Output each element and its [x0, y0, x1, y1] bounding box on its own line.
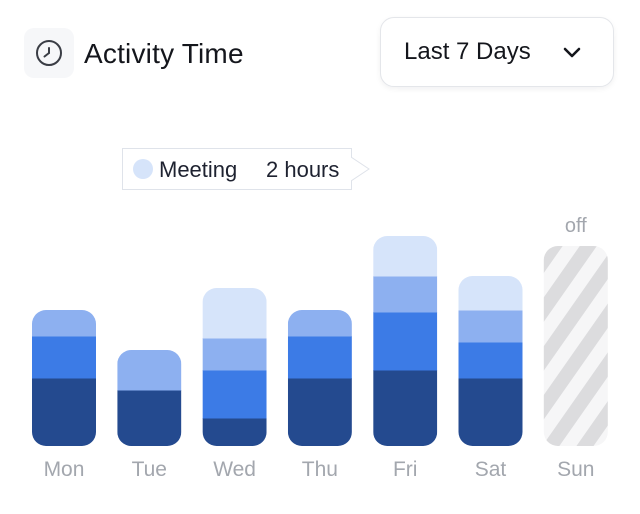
x-tick-label-sun: Sun: [557, 458, 594, 481]
bar-segment-sat-1[interactable]: [458, 378, 523, 447]
date-range-value: Last 7 Days: [404, 38, 531, 65]
bar-segment-wed-4[interactable]: [202, 288, 267, 339]
x-tick-label-tue: Tue: [132, 458, 167, 481]
bar-group-thu[interactable]: [287, 310, 352, 447]
page-title: Activity Time: [84, 38, 244, 69]
bar-group-sat[interactable]: [458, 276, 523, 447]
bar-segment-thu-2[interactable]: [287, 336, 352, 379]
x-tick-label-sat: Sat: [475, 458, 507, 481]
bar-segment-fri-2[interactable]: [373, 312, 438, 371]
clock-icon: [24, 28, 74, 78]
off-day-label: off: [565, 215, 587, 237]
tooltip-legend-dot: [133, 159, 153, 179]
x-tick-label-wed: Wed: [213, 458, 256, 481]
bar-off-sun: [543, 246, 608, 446]
bar-segment-sat-2[interactable]: [458, 342, 523, 379]
bar-segment-wed-3[interactable]: [202, 338, 267, 371]
x-tick-label-mon: Mon: [44, 458, 85, 481]
bar-segment-mon-3[interactable]: [32, 310, 96, 337]
tooltip-pointer: [351, 157, 370, 181]
bar-segment-fri-1[interactable]: [373, 370, 438, 447]
bar-group-mon[interactable]: [32, 310, 96, 447]
bar-segment-tue-3[interactable]: [117, 350, 182, 391]
bar-segment-wed-2[interactable]: [202, 370, 267, 419]
bar-group-tue[interactable]: [117, 350, 182, 447]
chart-tooltip: Meeting 2 hours: [122, 148, 352, 190]
tooltip-value: 2 hours: [266, 157, 340, 182]
bar-segment-sat-3[interactable]: [458, 310, 523, 343]
bar-segment-tue-1[interactable]: [117, 390, 182, 447]
bar-segment-mon-2[interactable]: [32, 336, 96, 379]
x-tick-label-fri: Fri: [393, 458, 418, 481]
tooltip-series-name: Meeting: [159, 157, 238, 182]
bar-group-sun[interactable]: [543, 246, 608, 446]
bar-segment-wed-1[interactable]: [202, 418, 267, 447]
bar-segment-thu-1[interactable]: [287, 378, 352, 447]
bar-segment-sat-4[interactable]: [458, 276, 523, 311]
bar-segment-fri-3[interactable]: [373, 276, 438, 313]
chevron-down-icon[interactable]: [559, 40, 585, 66]
date-range-select[interactable]: Last 7 Days: [380, 17, 614, 87]
bar-segment-fri-4[interactable]: [373, 236, 438, 277]
bar-group-wed[interactable]: [202, 288, 267, 447]
bar-segment-mon-1[interactable]: [32, 378, 96, 447]
x-tick-label-thu: Thu: [302, 458, 338, 481]
bar-segment-thu-3[interactable]: [287, 310, 352, 337]
bar-group-fri[interactable]: [373, 236, 438, 447]
